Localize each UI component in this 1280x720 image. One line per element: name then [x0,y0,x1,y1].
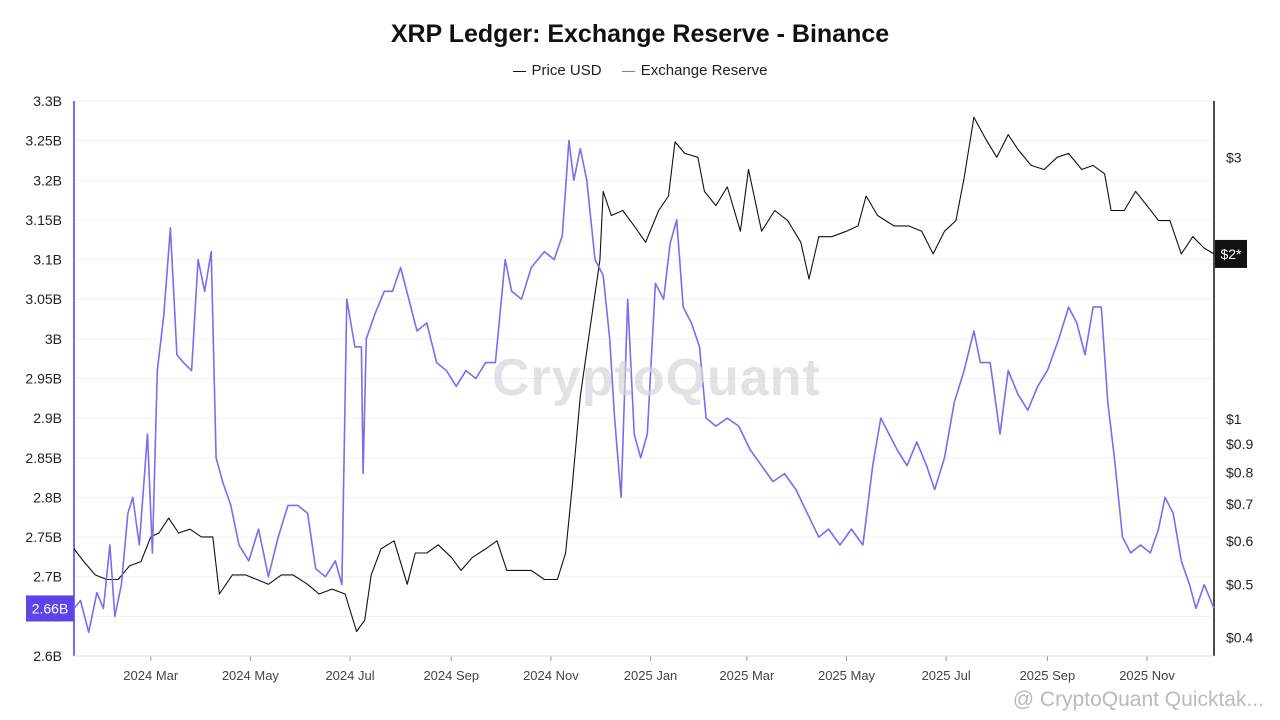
watermark: CryptoQuant [492,349,821,407]
y-left-tick-label: 2.9B [33,410,62,426]
x-tick-label: 2025 May [818,668,876,683]
chart-legend: Price USD Exchange Reserve [0,62,1280,79]
current-reserve-label: 2.66B [32,600,69,616]
x-tick-label: 2024 Jul [325,668,374,683]
y-left-tick-label: 3.1B [33,252,62,268]
y-left-tick-label: 3.3B [33,93,62,109]
y-right-tick-label: $0.7 [1226,496,1253,512]
y-left-tick-label: 2.6B [33,648,62,664]
y-right-tick-label: $1 [1226,411,1242,427]
current-price-badge [1215,239,1247,268]
series-line-price-usd [73,116,1215,633]
y-left-tick-label: 2.8B [33,489,62,505]
y-left-tick-label: 2.7B [33,569,62,585]
y-left-tick-label: 3.2B [33,172,62,188]
y-right-tick-label: $0.8 [1226,464,1253,480]
x-tick-label: 2025 Jul [922,668,971,683]
y-right-tick-label: $0.9 [1226,436,1253,452]
current-reserve-badge [26,595,74,622]
y-left-tick-label: 3.05B [25,291,62,307]
x-tick-label: 2025 Sep [1020,668,1076,683]
y-left-tick-label: 3B [45,331,62,347]
chart-title: XRP Ledger: Exchange Reserve - Binance [390,20,890,48]
y-left-tick-label: 3.25B [25,133,62,149]
legend-label-price: Price USD [531,62,602,79]
x-tick-label: 2024 Nov [523,668,579,683]
y-right-tick-label: $0.5 [1226,576,1253,592]
x-tick-label: 2024 Mar [123,668,179,683]
y-left-tick-label: 2.95B [25,371,62,387]
series-line-exchange-reserve [73,139,1215,633]
y-left-tick-label: 2.75B [25,529,62,545]
legend-swatch-reserve [621,70,635,72]
x-tick-label: 2025 Jan [624,668,678,683]
current-price-label: $2* [1220,246,1242,262]
x-tick-label: 2025 Nov [1119,668,1175,683]
y-left-tick-label: 2.85B [25,450,62,466]
y-right-tick-label: $0.6 [1226,533,1253,549]
y-left-tick-label: 3.15B [25,212,62,228]
y-right-tick-label: $0.4 [1226,629,1253,645]
legend-item-reserve[interactable]: Exchange Reserve [621,62,768,79]
y-right-tick-label: $3 [1226,149,1242,165]
x-tick-label: 2024 Sep [423,668,479,683]
x-tick-label: 2024 May [222,668,280,683]
x-tick-label: 2025 Mar [719,668,775,683]
legend-item-price[interactable]: Price USD [512,62,602,79]
legend-swatch-price [512,70,526,72]
legend-label-reserve: Exchange Reserve [640,62,768,79]
footer-credit: @ CryptoQuant Quicktak... [1012,688,1264,711]
